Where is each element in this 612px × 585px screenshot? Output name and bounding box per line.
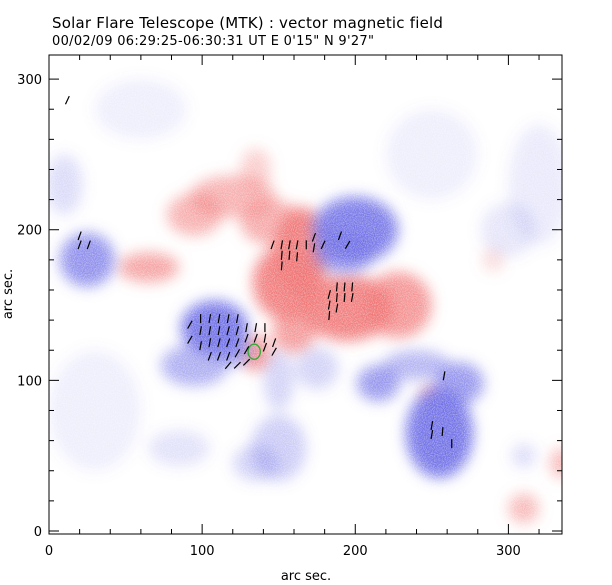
field-vector — [235, 338, 240, 348]
field-vector — [244, 333, 249, 343]
field-vector — [234, 349, 241, 358]
y-tick-label: 0 — [34, 525, 42, 540]
field-vector — [296, 252, 299, 262]
field-contour — [247, 343, 261, 360]
field-vector — [344, 240, 351, 249]
field-vector — [235, 326, 240, 336]
contour-layer — [247, 343, 261, 360]
field-vector — [430, 430, 434, 440]
field-vector — [288, 240, 291, 250]
field-vector — [226, 326, 230, 336]
vector-field-layer — [64, 95, 453, 449]
x-axis: 0 100 200 300 — [45, 55, 540, 559]
field-vector — [242, 358, 251, 366]
field-vector — [272, 338, 277, 348]
y-tick-label: 100 — [17, 374, 42, 389]
field-vector — [217, 326, 221, 336]
field-vector — [86, 240, 91, 250]
field-vector — [295, 240, 299, 250]
field-vector — [288, 250, 291, 260]
x-tick-label: 0 — [45, 544, 53, 559]
field-vector — [217, 338, 221, 348]
field-vector — [226, 338, 231, 348]
field-vector — [327, 300, 331, 310]
field-vector — [280, 250, 283, 260]
field-vector — [270, 240, 275, 250]
field-vector — [224, 361, 232, 370]
field-vector — [199, 326, 202, 336]
x-axis-label: arc sec. — [281, 569, 331, 584]
field-vector — [280, 240, 284, 250]
speckle-texture — [49, 55, 562, 534]
plot-subtitle: 00/02/09 06:29:25-06:30:31 UT E 0'15" N … — [52, 34, 375, 49]
field-vector — [430, 421, 434, 431]
y-axis-label: arc sec. — [1, 269, 16, 319]
field-vector — [199, 341, 202, 351]
field-vector — [335, 282, 338, 292]
field-vector — [337, 231, 343, 241]
field-vector — [335, 292, 338, 303]
field-vector — [77, 231, 82, 241]
field-vector — [216, 351, 222, 361]
field-vector — [235, 314, 239, 324]
plot-frame — [48, 54, 563, 535]
field-vector — [312, 243, 316, 253]
x-tick-label: 300 — [496, 544, 521, 559]
field-vector — [226, 351, 231, 361]
field-vector — [243, 346, 250, 355]
field-vector — [64, 95, 70, 105]
y-tick-label: 200 — [17, 224, 42, 239]
field-vector — [441, 427, 444, 437]
field-vector — [208, 314, 212, 324]
field-vector — [320, 240, 326, 250]
field-vector — [208, 338, 212, 348]
field-vector — [343, 282, 346, 292]
y-tick-label: 300 — [17, 73, 42, 88]
field-vector — [208, 326, 212, 336]
field-vector — [187, 335, 193, 344]
field-vector — [335, 303, 339, 313]
field-vector — [328, 311, 331, 321]
y-axis: 0 100 200 300 — [17, 73, 562, 540]
field-vector — [254, 323, 258, 333]
field-vector — [187, 320, 193, 329]
field-vector — [343, 292, 346, 303]
field-vector — [253, 333, 258, 343]
field-vector — [442, 371, 446, 381]
field-vector — [271, 347, 277, 356]
field-vector — [311, 232, 317, 242]
field-vector — [263, 333, 267, 343]
field-vector — [77, 240, 82, 250]
field-vector — [207, 351, 212, 361]
x-tick-label: 100 — [190, 544, 215, 559]
field-vector — [245, 323, 248, 333]
x-tick-label: 200 — [343, 544, 368, 559]
field-vector — [226, 314, 230, 324]
field-vector — [280, 261, 283, 271]
field-vector — [233, 361, 241, 369]
field-vector — [262, 342, 268, 352]
plot-title: Solar Flare Telescope (MTK) : vector mag… — [52, 14, 444, 32]
field-vector — [327, 289, 331, 300]
field-vector — [350, 292, 354, 303]
field-vector — [217, 314, 221, 324]
field-vector — [351, 282, 354, 292]
